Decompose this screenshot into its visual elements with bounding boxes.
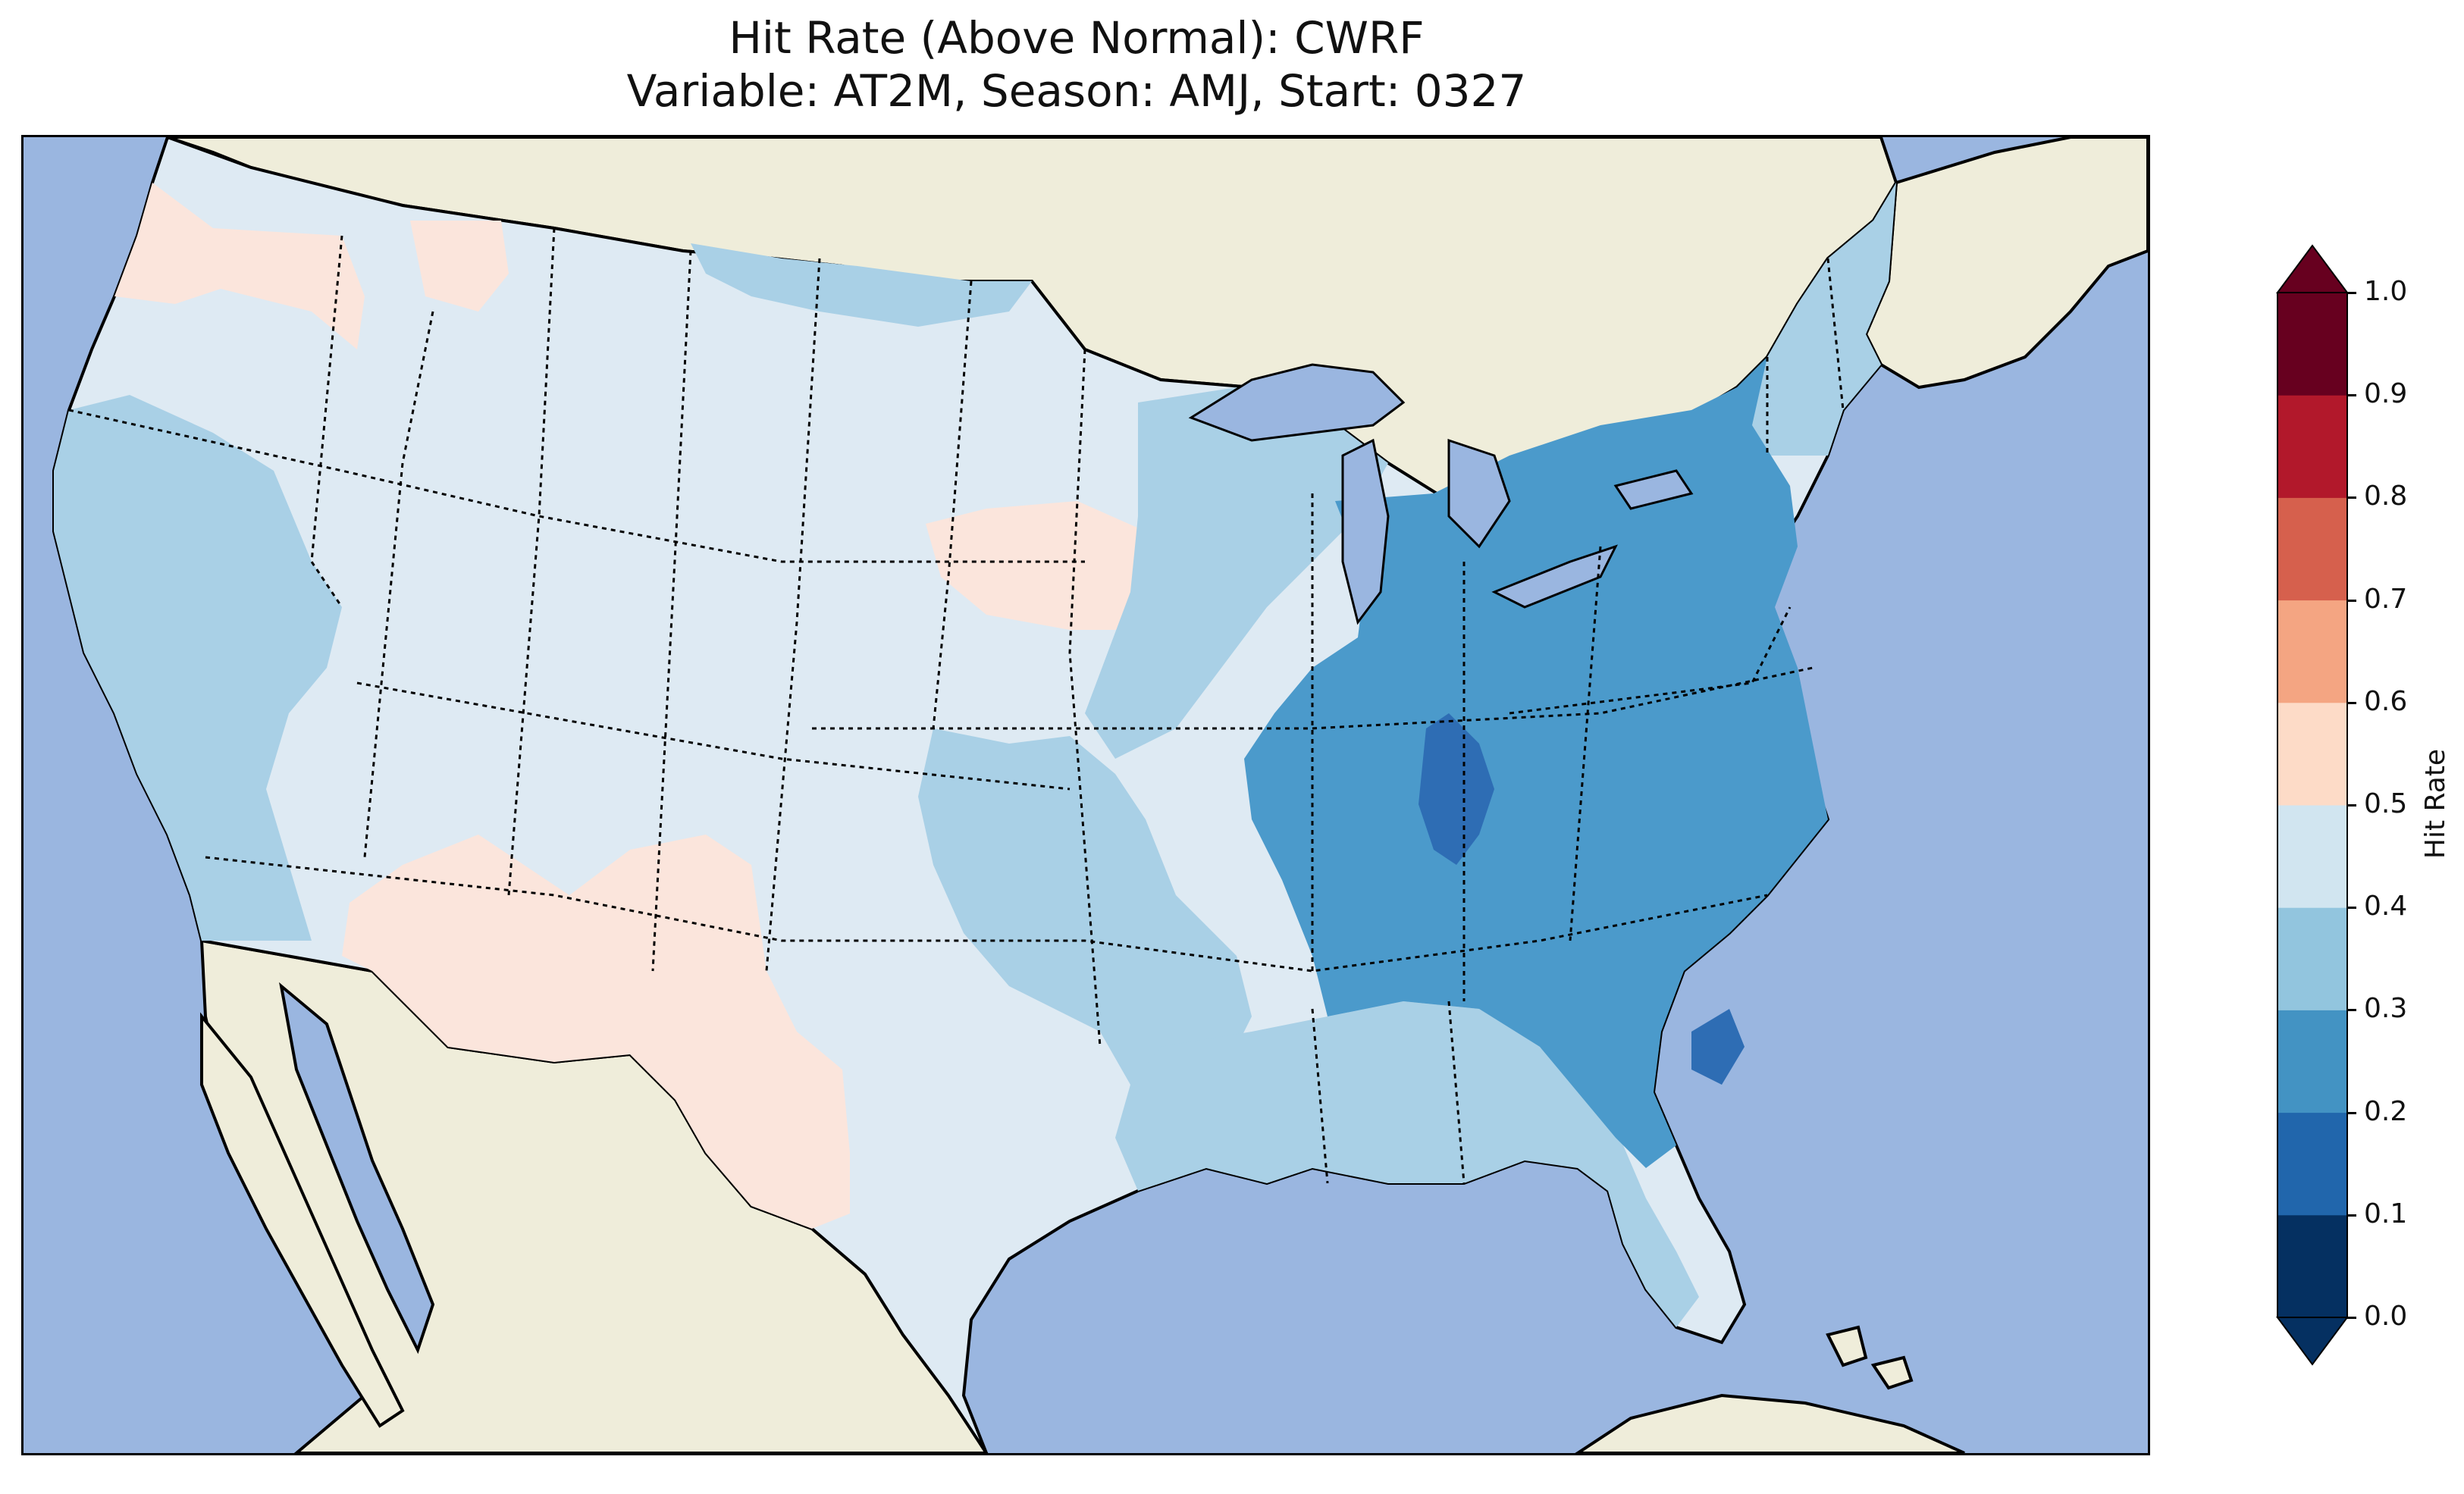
region-carolina-lowest xyxy=(1691,1009,1745,1085)
region-newengland-mid xyxy=(1729,183,1896,456)
colorbar-tick-mark xyxy=(2347,394,2356,397)
cuba-land xyxy=(1575,1393,1965,1453)
lake-erie xyxy=(1491,544,1618,609)
colorbar-tick-mark xyxy=(2347,496,2356,500)
colorbar-tick-mark xyxy=(2347,701,2356,704)
colorbar-extend-min xyxy=(2276,1317,2349,1366)
region-southwest-high xyxy=(342,835,850,1229)
lake-michigan xyxy=(1341,438,1390,625)
colorbar-tick-label: 0.6 xyxy=(2364,685,2408,717)
colorbar-tick-mark xyxy=(2347,1214,2356,1217)
chart-subtitle: Variable: AT2M, Season: AMJ, Start: 0327 xyxy=(626,65,1527,117)
gulf-of-california xyxy=(279,982,435,1355)
colorbar-tick-label: 0.2 xyxy=(2364,1095,2408,1127)
region-gulf-mid xyxy=(1115,1001,1699,1327)
chart-title: Hit Rate (Above Normal): CWRF xyxy=(729,12,1425,64)
colorbar-bin xyxy=(2277,1010,2347,1113)
colorbar-bin xyxy=(2277,907,2347,1010)
bahamas xyxy=(1826,1325,1914,1390)
colorbar-bin xyxy=(2277,395,2347,498)
colorbar-tick-label: 0.8 xyxy=(2364,481,2408,512)
colorbar-tick-label: 0.9 xyxy=(2364,378,2408,410)
lake-superior xyxy=(1188,363,1406,442)
region-nebraska-high xyxy=(926,501,1176,630)
colorbar-tick-mark xyxy=(2347,907,2356,910)
colorbar-tick-mark xyxy=(2347,1111,2356,1114)
colorbar xyxy=(2276,244,2349,1366)
colorbar-tick-mark xyxy=(2347,1009,2356,1012)
region-indiana-lowest xyxy=(1419,713,1494,865)
colorbar-tick-label: 0.0 xyxy=(2364,1301,2408,1332)
colorbar-tick-mark xyxy=(2347,804,2356,807)
colorbar-tick-mark xyxy=(2347,599,2356,602)
colorbar-bin xyxy=(2277,1214,2347,1318)
us-hit-rate-map xyxy=(24,137,2148,1453)
colorbar-bin xyxy=(2277,702,2347,806)
baja-land xyxy=(200,1012,405,1428)
region-california-mid xyxy=(54,395,342,941)
region-east-low xyxy=(1244,357,1828,1168)
lake-ontario xyxy=(1613,469,1694,510)
lake-huron xyxy=(1447,438,1511,549)
colorbar-bin xyxy=(2277,600,2347,703)
colorbar-tick-label: 0.4 xyxy=(2364,891,2408,922)
region-idaho-high xyxy=(410,221,509,312)
region-pnw-high xyxy=(114,183,365,349)
region-midwest-mid xyxy=(1085,387,1388,759)
map-panel xyxy=(21,135,2150,1455)
colorbar-tick-label: 0.1 xyxy=(2364,1198,2408,1229)
colorbar-tick-label: 0.3 xyxy=(2364,993,2408,1025)
state-borders xyxy=(68,227,1845,1184)
colorbar-tick-label: 1.0 xyxy=(2364,276,2408,307)
colorbar-tick-mark xyxy=(2347,1317,2356,1319)
colorbar-bin xyxy=(2277,805,2347,908)
colorbar-tick-label: 0.5 xyxy=(2364,788,2408,819)
colorbar-tick-label: 0.7 xyxy=(2364,583,2408,615)
region-plains-mid xyxy=(918,728,1252,1115)
colorbar-bin xyxy=(2277,293,2347,396)
region-wyoming-mid xyxy=(691,243,1032,327)
colorbar-tick-mark xyxy=(2347,292,2356,294)
colorbar-bin xyxy=(2277,1112,2347,1216)
colorbar-extend-max xyxy=(2276,244,2349,293)
colorbar-bin xyxy=(2277,497,2347,601)
colorbar-title: Hit Rate xyxy=(2420,748,2452,860)
